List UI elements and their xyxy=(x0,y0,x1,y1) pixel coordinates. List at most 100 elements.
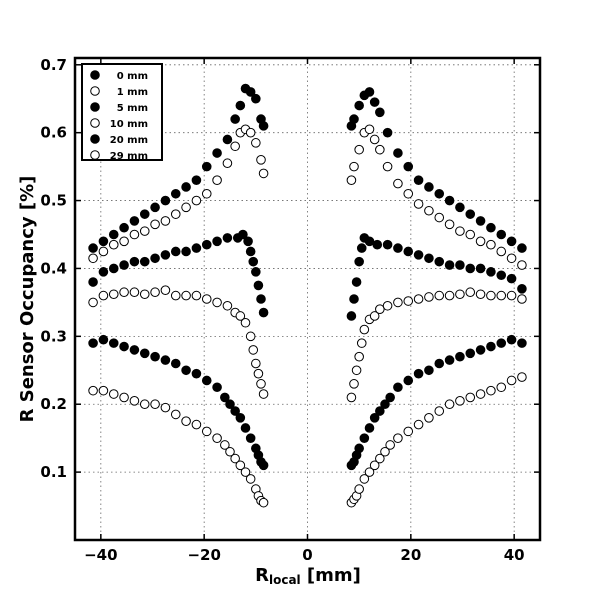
point-1-mm xyxy=(496,246,507,257)
point-1-mm xyxy=(181,202,191,213)
point-29-mm xyxy=(486,385,496,396)
point-0-mm xyxy=(434,188,445,199)
point-0-mm xyxy=(382,127,393,138)
point-0-mm xyxy=(369,97,380,107)
point-20-mm xyxy=(212,382,222,393)
point-29-mm xyxy=(240,467,251,477)
point-0-mm xyxy=(413,175,424,185)
point-20-mm xyxy=(181,365,191,376)
x-tick-label: −20 xyxy=(187,546,220,564)
point-5-mm xyxy=(393,243,403,253)
point-10-mm xyxy=(434,290,445,301)
point-5-mm xyxy=(517,284,527,294)
point-10-mm xyxy=(475,289,486,300)
point-29-mm xyxy=(403,426,414,437)
legend-box xyxy=(81,63,163,161)
point-0-mm xyxy=(349,114,359,124)
point-5-mm xyxy=(88,277,98,287)
point-20-mm xyxy=(364,423,375,433)
legend-label-29-mm: 29 mm xyxy=(110,151,148,162)
point-1-mm xyxy=(170,209,181,219)
point-29-mm xyxy=(201,426,212,437)
axis-ticks xyxy=(75,58,540,540)
point-10-mm xyxy=(253,368,264,379)
point-1-mm xyxy=(245,127,256,138)
legend-label-10-mm: 10 mm xyxy=(110,119,148,130)
point-10-mm xyxy=(424,292,434,302)
point-10-mm xyxy=(356,338,367,348)
point-5-mm xyxy=(496,270,507,281)
point-10-mm xyxy=(375,304,385,314)
point-1-mm xyxy=(506,253,517,264)
point-5-mm xyxy=(238,229,248,240)
point-10-mm xyxy=(455,289,465,300)
point-1-mm xyxy=(403,188,414,199)
point-0-mm xyxy=(181,182,191,192)
point-5-mm xyxy=(191,243,202,253)
point-29-mm xyxy=(170,409,181,420)
point-5-mm xyxy=(201,239,212,250)
point-5-mm xyxy=(245,246,256,257)
point-20-mm xyxy=(129,345,140,355)
point-5-mm xyxy=(434,256,445,267)
point-5-mm xyxy=(382,239,393,250)
point-0-mm xyxy=(129,216,140,226)
point-0-mm xyxy=(465,209,476,219)
point-0-mm xyxy=(98,236,109,247)
point-29-mm xyxy=(354,484,364,494)
point-0-mm xyxy=(88,243,98,253)
point-20-mm xyxy=(444,355,455,365)
point-0-mm xyxy=(222,134,233,145)
point-29-mm xyxy=(517,372,527,382)
point-1-mm xyxy=(201,188,212,199)
point-29-mm xyxy=(108,389,119,399)
point-5-mm xyxy=(98,267,109,277)
point-20-mm xyxy=(119,341,129,352)
point-5-mm xyxy=(354,256,364,267)
point-10-mm xyxy=(181,290,191,301)
point-20-mm xyxy=(150,351,160,362)
point-29-mm xyxy=(375,453,385,464)
point-1-mm xyxy=(354,144,364,155)
point-1-mm xyxy=(258,168,269,179)
point-5-mm xyxy=(364,236,375,247)
point-29-mm xyxy=(98,385,109,396)
point-10-mm xyxy=(240,317,251,328)
point-20-mm xyxy=(475,345,486,355)
point-5-mm xyxy=(424,253,434,264)
y-axis-label: R Sensor Occupancy [%] xyxy=(17,176,38,423)
point-0-mm xyxy=(455,202,465,213)
y-tick-label: 0.4 xyxy=(40,259,67,277)
point-1-mm xyxy=(413,199,424,209)
legend-marker-29-mm xyxy=(90,150,100,160)
point-20-mm xyxy=(375,406,385,416)
point-5-mm xyxy=(212,236,222,247)
point-5-mm xyxy=(413,250,424,260)
point-29-mm xyxy=(465,392,476,403)
point-10-mm xyxy=(160,285,171,295)
point-29-mm xyxy=(393,433,403,443)
point-29-mm xyxy=(475,389,486,399)
point-10-mm xyxy=(403,296,414,306)
point-29-mm xyxy=(129,396,140,406)
y-tick-label: 0.2 xyxy=(40,395,67,413)
point-5-mm xyxy=(248,256,259,267)
point-20-mm xyxy=(98,334,109,345)
point-10-mm xyxy=(413,294,424,304)
point-29-mm xyxy=(160,402,171,413)
point-29-mm xyxy=(413,419,424,430)
point-5-mm xyxy=(346,311,357,321)
point-20-mm xyxy=(413,368,424,379)
point-5-mm xyxy=(403,246,414,257)
point-1-mm xyxy=(150,219,160,230)
point-1-mm xyxy=(393,178,403,189)
legend-marker-5-mm xyxy=(90,102,100,112)
point-20-mm xyxy=(220,392,230,403)
legend-marker-20-mm xyxy=(90,134,100,144)
point-20-mm xyxy=(506,334,517,345)
point-0-mm xyxy=(517,243,527,253)
legend-label-0-mm: 0 mm xyxy=(117,71,148,82)
point-20-mm xyxy=(225,399,235,410)
point-10-mm xyxy=(170,290,181,301)
legend-label-20-mm: 20 mm xyxy=(110,135,148,146)
